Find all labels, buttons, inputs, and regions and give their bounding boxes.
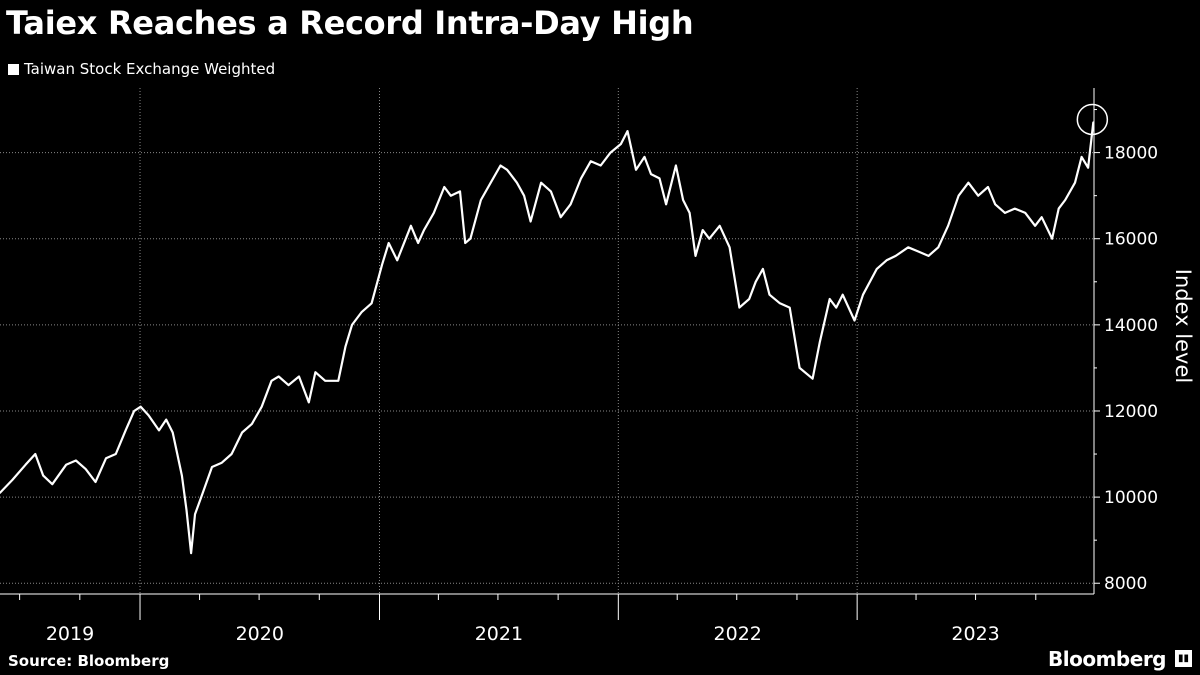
vertical-gridlines xyxy=(139,88,858,594)
x-tick-label: 2022 xyxy=(714,623,762,645)
series-line xyxy=(0,121,1095,555)
x-tick-label: 2021 xyxy=(475,623,523,645)
chart-badge-icon: ▮▮ xyxy=(1175,650,1192,667)
tick-labels: 8000 10000 12000 14000 16000 18000 2019 2020 202… xyxy=(46,144,1195,645)
chart-title: Taiex Reaches a Record Intra-Day High xyxy=(6,4,694,42)
x-tick-label: 2020 xyxy=(236,623,284,645)
x-tick-label: 2019 xyxy=(46,623,94,645)
y-tick-label: 14000 xyxy=(1104,316,1158,336)
series-layer xyxy=(0,121,1095,555)
legend-swatch xyxy=(8,63,19,75)
y-tick-label: 18000 xyxy=(1104,144,1158,164)
legend-label: Taiwan Stock Exchange Weighted xyxy=(24,60,276,78)
y-tick-label: 8000 xyxy=(1104,574,1147,594)
brand-logo: Bloomberg xyxy=(1048,647,1166,671)
y-tick-label: 16000 xyxy=(1104,230,1158,250)
source-note: Source: Bloomberg xyxy=(8,652,170,670)
y-axis-title: Index level xyxy=(1171,269,1195,383)
x-tick-label: 2023 xyxy=(951,623,999,645)
record-high-circle xyxy=(1076,103,1109,136)
y-tick-label: 12000 xyxy=(1104,402,1158,422)
legend: Taiwan Stock Exchange Weighted xyxy=(8,60,275,78)
annotation-layer xyxy=(1076,103,1109,136)
axes xyxy=(0,88,1100,620)
y-tick-label: 10000 xyxy=(1104,488,1158,508)
horizontal-gridlines xyxy=(0,152,1094,584)
